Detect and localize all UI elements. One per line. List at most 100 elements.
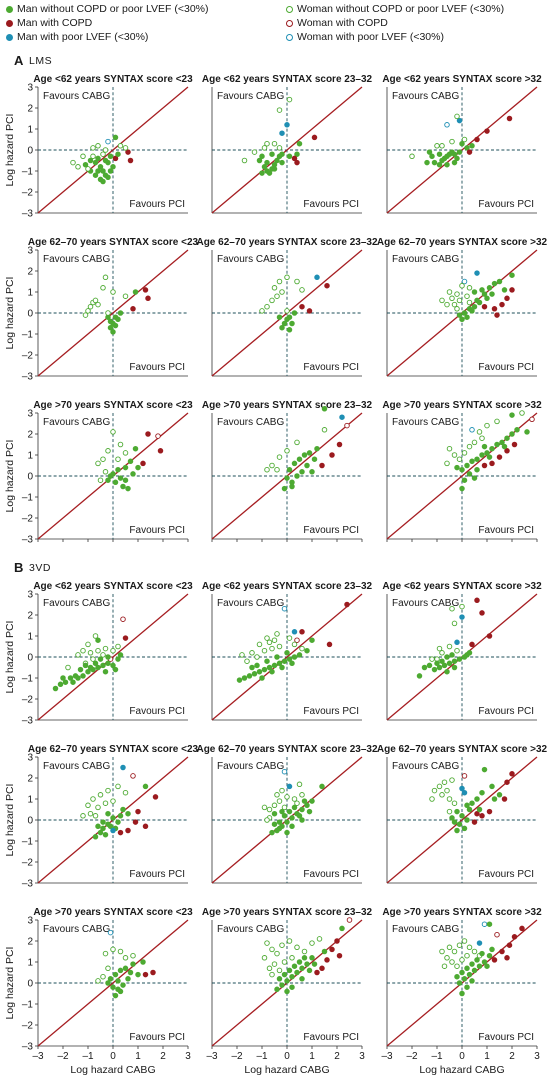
data-point (115, 819, 121, 825)
data-point (102, 469, 109, 475)
data-point (459, 282, 465, 289)
y-tick-label: –3 (22, 716, 34, 727)
data-point (476, 806, 483, 813)
data-point (130, 306, 136, 312)
favours-pci-label: Favours PCI (303, 1032, 359, 1043)
favours-pci-label: Favours PCI (129, 199, 185, 210)
scatter-panel: Age 62–70 years SYNTAX score 23–32 Favour… (196, 744, 378, 884)
data-point (264, 159, 270, 166)
data-point (269, 297, 275, 304)
favours-cabg-label: Favours CABG (43, 91, 110, 102)
data-point (90, 145, 96, 151)
data-point (504, 779, 510, 785)
data-point (474, 136, 480, 143)
data-point (491, 306, 498, 312)
data-point (115, 456, 121, 462)
data-point (105, 159, 111, 166)
data-point (261, 164, 268, 170)
data-point (289, 973, 295, 980)
data-point (95, 143, 101, 149)
x-tick-label: 3 (359, 1051, 365, 1062)
data-point (336, 441, 343, 448)
data-point (269, 971, 275, 978)
data-point (286, 466, 293, 473)
data-point (444, 161, 450, 168)
data-point (266, 806, 273, 813)
y-axis-label: Log hazard PCI (4, 784, 16, 857)
data-point (479, 287, 485, 293)
data-point (476, 963, 483, 969)
data-point (276, 660, 283, 667)
data-point (264, 658, 270, 664)
data-point (110, 329, 116, 335)
data-point (289, 483, 295, 490)
data-point (291, 654, 298, 660)
data-point (459, 813, 465, 819)
panel-title: Age <62 years SYNTAX score <23 (33, 74, 193, 85)
favours-pci-label: Favours PCI (478, 199, 534, 210)
scatter-panel: Age 62–70 years SYNTAX score <23 Favours … (4, 744, 199, 890)
data-point (132, 289, 139, 295)
data-point (439, 650, 445, 656)
data-point (87, 303, 94, 310)
legend-marker-icon (286, 19, 293, 27)
data-point (140, 959, 146, 965)
data-point (90, 656, 96, 662)
data-point (276, 145, 283, 151)
scatter-panel: Age <62 years SYNTAX score >32 Favours CA… (382, 74, 542, 214)
panel-title: Age 62–70 years SYNTAX score >32 (377, 744, 548, 755)
panel-title: Age 62–70 years SYNTAX score <23 (28, 744, 199, 755)
panel-title: Age >70 years SYNTAX score >32 (382, 400, 542, 411)
data-point (459, 485, 465, 492)
legend-label: Woman with COPD (297, 17, 388, 29)
x-tick-label: 1 (484, 1051, 490, 1062)
data-point (284, 448, 290, 454)
legend-item: Man with COPD (6, 17, 92, 29)
identity-line (37, 249, 189, 377)
favours-cabg-label: Favours CABG (217, 598, 284, 609)
data-point (469, 458, 475, 465)
data-point (504, 435, 510, 441)
data-point (122, 477, 129, 483)
data-point (474, 810, 480, 817)
data-point (511, 934, 518, 940)
data-point (479, 435, 485, 441)
data-point (127, 969, 134, 976)
data-point (105, 477, 111, 483)
x-tick-label: –1 (256, 1051, 268, 1062)
favours-cabg-label: Favours CABG (43, 924, 110, 935)
data-point (519, 925, 525, 932)
data-point (461, 773, 468, 779)
favours-cabg-label: Favours CABG (43, 417, 110, 428)
legend-marker-icon (6, 5, 13, 13)
data-point (256, 157, 263, 164)
data-point (87, 810, 94, 817)
data-point (95, 460, 101, 467)
data-point (296, 781, 303, 788)
x-axis-label: Log hazard CABG (419, 1064, 504, 1076)
data-point (122, 293, 129, 299)
data-point (284, 988, 290, 995)
scatter-panel: Age >70 years SYNTAX score <23 Favours CA… (4, 400, 193, 546)
data-point (125, 976, 131, 982)
data-point (276, 454, 283, 460)
data-point (110, 289, 116, 295)
data-point (471, 439, 478, 446)
data-point (481, 921, 488, 927)
data-point (499, 948, 505, 955)
data-point (444, 787, 450, 794)
data-point (446, 445, 453, 452)
data-point (299, 806, 305, 813)
data-point (491, 280, 498, 287)
data-point (271, 285, 278, 291)
data-point (296, 813, 303, 819)
data-point (70, 159, 76, 166)
data-point (286, 327, 293, 333)
y-tick-label: 3 (27, 916, 33, 927)
favours-pci-label: Favours PCI (129, 706, 185, 717)
favours-cabg-label: Favours CABG (392, 924, 459, 935)
y-tick-label: –2 (22, 1021, 34, 1032)
data-point (102, 800, 109, 806)
data-point (509, 431, 515, 437)
data-point (474, 597, 480, 604)
